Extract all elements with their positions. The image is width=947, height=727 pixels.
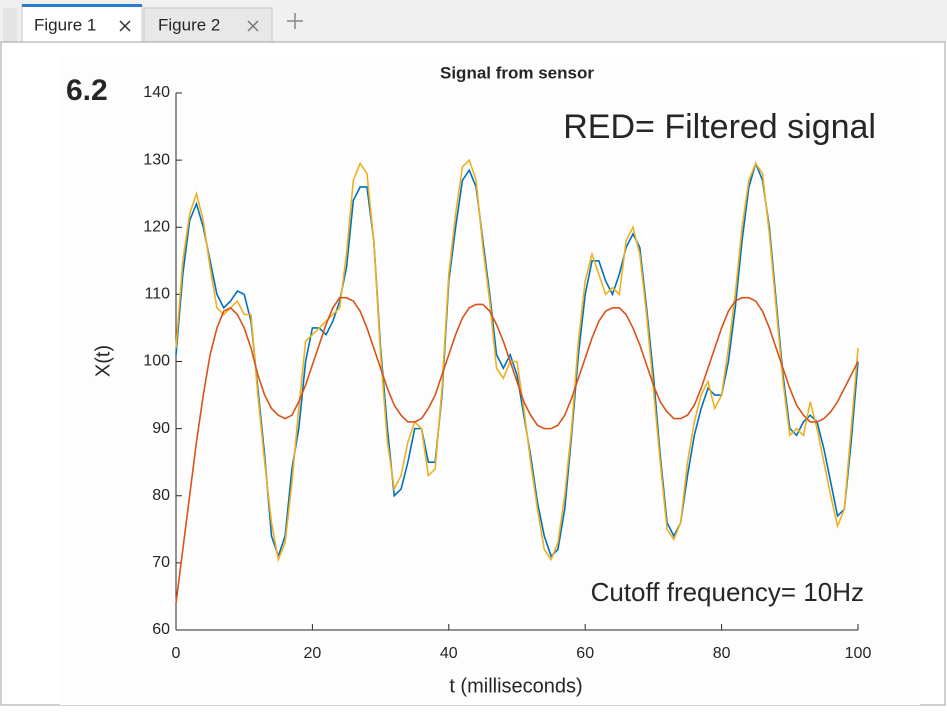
x-axis-label: t (milliseconds) bbox=[449, 675, 582, 697]
tab-close[interactable] bbox=[247, 20, 259, 32]
y-axis-label: X(t) bbox=[92, 345, 114, 377]
x-tick-label: 60 bbox=[576, 645, 594, 662]
series-line bbox=[175, 296, 859, 604]
y-tick-label: 110 bbox=[144, 286, 170, 303]
annotation: RED= Filtered signal bbox=[563, 108, 876, 146]
y-tick-label: 90 bbox=[152, 420, 170, 437]
y-tick-label: 130 bbox=[143, 151, 170, 168]
y-tick-label: 60 bbox=[152, 621, 170, 638]
x-tick-label: 100 bbox=[845, 645, 872, 662]
tab-label[interactable]: Figure 2 bbox=[158, 15, 220, 34]
annotation: Cutoff frequency= 10Hz bbox=[591, 577, 864, 607]
x-tick-label: 80 bbox=[713, 645, 731, 662]
tab-close[interactable] bbox=[119, 20, 131, 32]
y-tick-label: 100 bbox=[143, 353, 170, 370]
new-tab[interactable] bbox=[287, 13, 303, 29]
y-tick-label: 70 bbox=[152, 554, 170, 571]
chart-title: Signal from sensor bbox=[440, 63, 594, 82]
series-line bbox=[175, 158, 859, 563]
x-tick-label: 40 bbox=[440, 645, 458, 662]
x-tick-label: 20 bbox=[304, 645, 322, 662]
x-tick-label: 0 bbox=[172, 645, 181, 662]
tab-indicator bbox=[22, 4, 142, 7]
tab-handle[interactable] bbox=[3, 8, 17, 42]
tab-label[interactable]: Figure 1 bbox=[34, 15, 96, 34]
y-tick-label: 80 bbox=[152, 487, 170, 504]
series-line bbox=[175, 161, 859, 559]
figure-canvas bbox=[60, 55, 920, 705]
y-tick-label: 120 bbox=[143, 218, 170, 235]
badge: 6.2 bbox=[66, 74, 108, 107]
y-tick-label: 140 bbox=[143, 84, 170, 101]
